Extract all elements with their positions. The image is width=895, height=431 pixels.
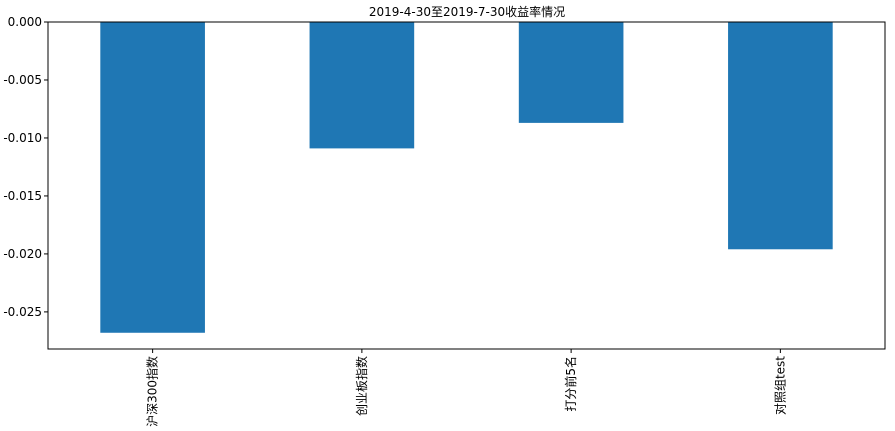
x-axis: 沪深300指数 创业板指数 打分前5名 对照组test (145, 349, 787, 427)
y-axis: 0.000 -0.005 -0.010 -0.015 -0.020 -0.025 (3, 15, 48, 319)
y-tick-label-3: -0.015 (3, 189, 42, 203)
x-tick-label-0: 沪深300指数 (145, 356, 160, 427)
y-tick-label-1: -0.005 (3, 73, 42, 87)
x-tick-label-3: 对照组test (773, 356, 787, 415)
bar-2 (518, 22, 624, 123)
y-tick-label-2: -0.010 (3, 131, 42, 145)
y-tick-label-5: -0.025 (3, 305, 42, 319)
bar-3 (728, 22, 833, 250)
bar-0 (100, 22, 205, 333)
x-tick-label-1: 创业板指数 (354, 356, 369, 416)
plot-frame (47, 21, 886, 350)
x-tick-label-2: 打分前5名 (563, 356, 578, 412)
chart-title: 2019-4-30至2019-7-30收益率情况 (369, 4, 565, 19)
y-tick-label-0: 0.000 (8, 15, 42, 29)
y-tick-label-4: -0.020 (3, 247, 42, 261)
bars-group (100, 22, 833, 333)
bar-1 (309, 22, 415, 149)
